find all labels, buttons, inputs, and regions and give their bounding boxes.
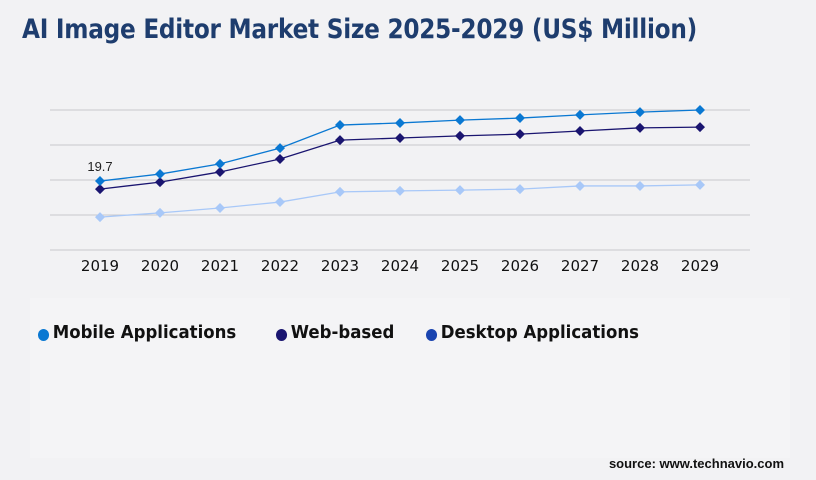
data-point	[575, 109, 585, 120]
legend-marker-icon	[38, 328, 50, 341]
legend-label: Mobile Applications	[52, 322, 237, 343]
x-tick-label: 2029	[681, 257, 719, 275]
data-label: 19.7	[87, 159, 112, 174]
data-point	[395, 117, 405, 128]
data-point	[395, 133, 405, 143]
data-point	[335, 186, 345, 197]
data-point	[455, 185, 465, 196]
data-point	[275, 143, 285, 154]
legend-label: Web-based	[290, 322, 394, 343]
x-tick-label: 2024	[381, 257, 419, 275]
data-point	[635, 180, 645, 191]
line-chart: 2019 2020 2021 2022 2023 2024 2025 2026 2027 2028…	[50, 105, 750, 275]
data-point	[215, 203, 225, 213]
data-point	[695, 105, 705, 115]
legend-label: Desktop Applications	[440, 322, 640, 343]
data-point	[635, 107, 645, 118]
legend-marker-icon	[275, 328, 287, 341]
x-tick-label: 2026	[501, 257, 539, 275]
x-tick-label: 2025	[441, 257, 479, 275]
data-point	[95, 212, 105, 223]
legend: Mobile Applications Web-based Desktop Appl…	[38, 322, 658, 343]
data-point	[515, 113, 525, 124]
data-point	[635, 122, 645, 133]
x-tick-label: 2021	[201, 257, 239, 275]
data-point	[335, 120, 345, 131]
data-point	[515, 184, 525, 195]
data-point	[395, 185, 405, 196]
data-point	[215, 166, 225, 177]
data-point	[575, 180, 585, 191]
data-point	[95, 184, 105, 195]
data-point	[275, 197, 285, 208]
data-point	[515, 129, 525, 140]
data-point	[275, 154, 285, 164]
legend-item[interactable]: Desktop Applications	[426, 322, 639, 343]
data-point	[695, 179, 705, 190]
data-point	[455, 130, 465, 141]
legend-item[interactable]: Web-based	[275, 322, 394, 343]
source-text: source: www.technavio.com	[608, 456, 784, 471]
x-tick-label: 2028	[621, 257, 659, 275]
data-point	[155, 177, 165, 188]
data-point	[455, 115, 465, 126]
data-point	[335, 135, 345, 146]
data-point	[155, 169, 165, 180]
data-point	[575, 126, 585, 136]
x-tick-label: 2019	[81, 257, 119, 275]
data-point	[155, 207, 165, 218]
legend-panel	[30, 298, 790, 458]
x-tick-label: 2023	[321, 257, 359, 275]
legend-item[interactable]: Mobile Applications	[38, 322, 236, 343]
x-tick-label: 2022	[261, 257, 299, 275]
legend-marker-icon	[426, 328, 438, 341]
x-tick-label: 2027	[561, 257, 599, 275]
data-point	[215, 158, 225, 169]
data-point	[95, 176, 105, 187]
chart-title: AI Image Editor Market Size 2025-2029 (U…	[22, 14, 697, 45]
data-point	[695, 122, 705, 133]
x-tick-label: 2020	[141, 257, 179, 275]
